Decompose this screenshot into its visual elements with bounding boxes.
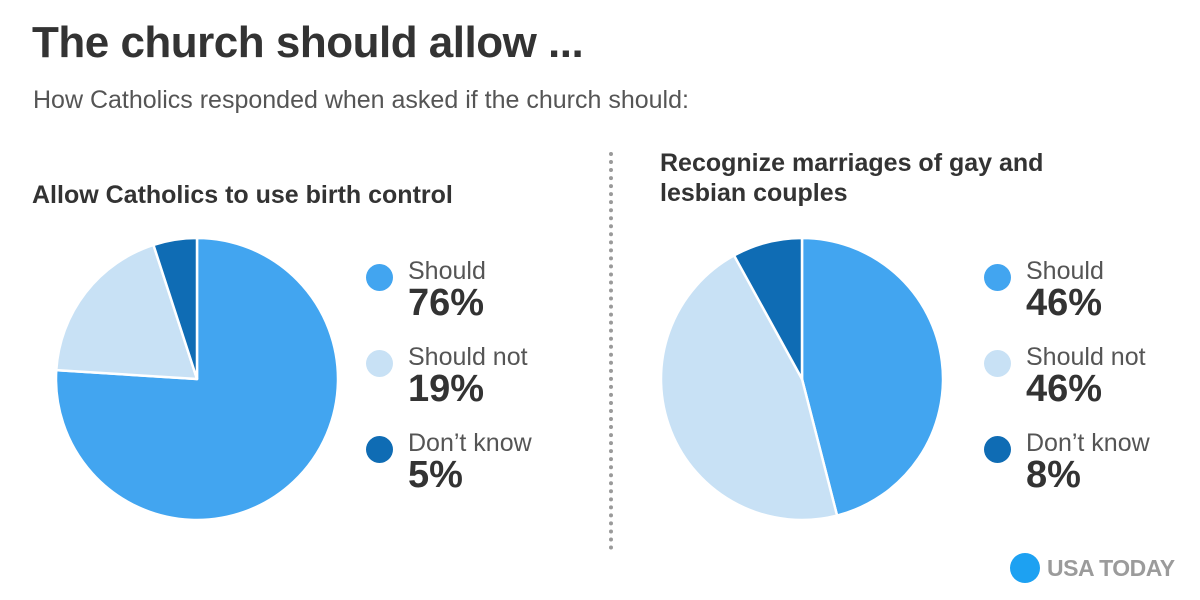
- dotted-divider: [609, 152, 613, 550]
- circle-logo-icon: [1010, 553, 1040, 583]
- legend-item-should-not: Should not 19%: [366, 344, 532, 430]
- pie-slice-should: [800, 236, 945, 517]
- legend-item-dont-know: Don’t know 8%: [984, 430, 1150, 516]
- legend-item-dont-know: Don’t know 5%: [366, 430, 532, 516]
- legend-swatch-dont-know: [984, 436, 1011, 463]
- pie-slice-should-not: [659, 254, 839, 522]
- chart-title-gay-marriage: Recognize marriages of gay and lesbian c…: [660, 149, 1044, 207]
- legend-swatch-should-not: [984, 350, 1011, 377]
- legend-label: Should: [408, 257, 486, 285]
- page-title: The church should allow ...: [32, 18, 584, 67]
- legend-label: Don’t know: [1026, 429, 1150, 457]
- data-label: 8%: [1026, 454, 1081, 496]
- legend-swatch-dont-know: [366, 436, 393, 463]
- data-label: 46%: [1026, 368, 1103, 410]
- legend-label: Should: [1026, 257, 1104, 285]
- legend-swatch-should: [366, 264, 393, 291]
- pie-chart-birth-control: [54, 236, 340, 522]
- legend-label: Should not: [1026, 343, 1146, 371]
- pie-slice-should: [54, 236, 340, 522]
- legend-swatch-should: [984, 264, 1011, 291]
- page-subtitle: How Catholics responded when asked if th…: [33, 86, 689, 114]
- legend-item-should: Should 76%: [366, 258, 532, 344]
- legend-birth-control: Should 76% Should not 19% Don’t know 5%: [366, 258, 532, 516]
- pie-slice-dont-know: [732, 236, 804, 381]
- pie-slice-should-not: [55, 243, 199, 381]
- pie-chart-gay-marriage: [659, 236, 945, 522]
- data-label: 5%: [408, 454, 463, 496]
- pie-slice-dont-know: [152, 236, 199, 381]
- legend-label: Don’t know: [408, 429, 532, 457]
- data-label: 76%: [408, 282, 485, 324]
- legend-item-should: Should 46%: [984, 258, 1150, 344]
- data-label: 46%: [1026, 282, 1103, 324]
- legend-label: Should not: [408, 343, 528, 371]
- data-label: 19%: [408, 368, 485, 410]
- logo-text: USA TODAY: [1047, 555, 1175, 581]
- legend-item-should-not: Should not 46%: [984, 344, 1150, 430]
- legend-gay-marriage: Should 46% Should not 46% Don’t know 8%: [984, 258, 1150, 516]
- legend-swatch-should-not: [366, 350, 393, 377]
- chart-title-birth-control: Allow Catholics to use birth control: [32, 181, 453, 209]
